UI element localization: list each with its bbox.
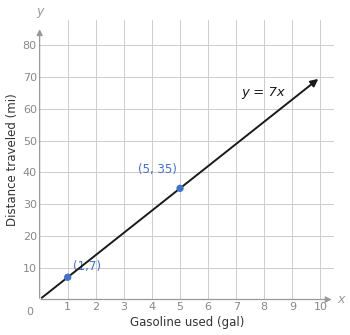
Point — [65, 275, 70, 280]
Text: y: y — [36, 5, 43, 18]
Text: y = 7x: y = 7x — [242, 86, 286, 99]
Text: (1,7): (1,7) — [73, 260, 101, 272]
Text: (5, 35): (5, 35) — [138, 162, 177, 176]
Point — [177, 186, 183, 191]
Text: x: x — [337, 293, 345, 306]
X-axis label: Gasoline used (gal): Gasoline used (gal) — [130, 317, 244, 329]
Y-axis label: Distance traveled (mi): Distance traveled (mi) — [6, 93, 19, 226]
Text: 0: 0 — [26, 308, 33, 318]
